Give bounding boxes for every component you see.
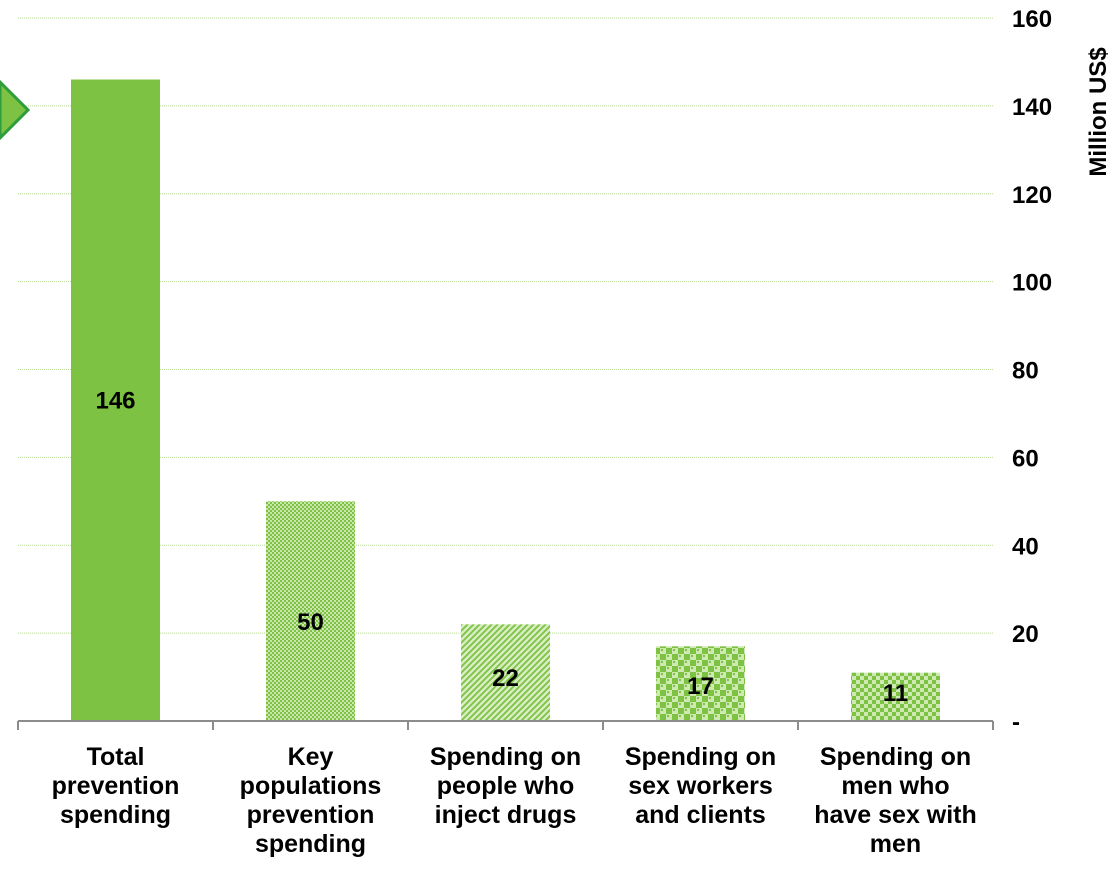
y-tick-label: 160: [1012, 6, 1052, 33]
gridlines: [18, 17, 993, 634]
category-label: Key populations prevention spending: [240, 743, 382, 858]
bar-value-label: 11: [883, 680, 908, 707]
y-tick-label: 120: [1012, 182, 1052, 209]
bar: [266, 501, 355, 721]
bar-value-label: 22: [492, 665, 519, 692]
category-label: Spending on people who inject drugs: [430, 743, 581, 829]
category-label: Spending on men who have sex with men: [814, 743, 977, 858]
bar: [656, 646, 745, 721]
y-axis-tick-labels: - 20 40 60 80 100 120 140 160: [1012, 6, 1052, 736]
bar-value-label: 146: [95, 387, 135, 414]
y-tick-label: 60: [1012, 445, 1039, 472]
bar: [851, 672, 940, 721]
y-tick-label: -: [1012, 709, 1020, 736]
y-tick-label: 20: [1012, 621, 1039, 648]
highlight-arrow-marker: [0, 79, 31, 141]
bar-value-label: 17: [687, 673, 714, 700]
bars: [71, 79, 940, 721]
bar: [461, 624, 550, 721]
category-labels: Total prevention spending Key populations pre…: [52, 743, 977, 858]
y-tick-label: 100: [1012, 270, 1052, 297]
category-label: Spending on sex workers and clients: [625, 743, 776, 829]
y-axis-title: Million US$: [1085, 47, 1112, 177]
bar-value-label: 50: [297, 609, 324, 636]
y-tick-label: 80: [1012, 358, 1039, 385]
category-label: Total prevention spending: [52, 743, 180, 829]
y-tick-label: 40: [1012, 533, 1039, 560]
x-axis: [17, 720, 994, 730]
y-tick-label: 140: [1012, 94, 1052, 121]
value-labels: 146 50 22 17 11: [95, 387, 908, 707]
bar: [71, 79, 160, 721]
